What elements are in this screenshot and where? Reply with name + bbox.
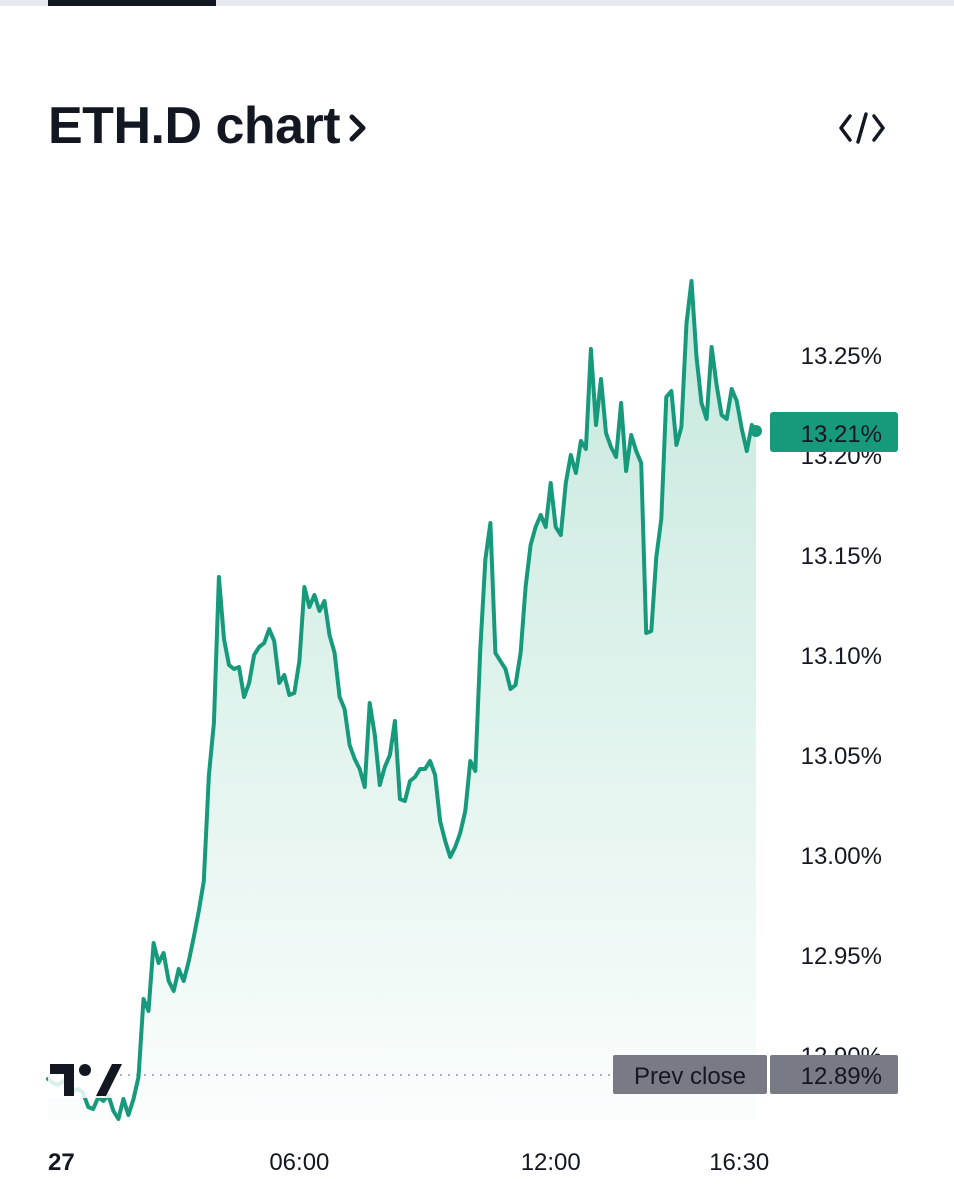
y-tick-label: 13.05% — [801, 743, 882, 770]
series-line — [46, 279, 758, 1121]
tradingview-logo[interactable] — [48, 1058, 122, 1098]
x-tick-label: 12:00 — [521, 1149, 581, 1176]
embed-code-button[interactable] — [836, 104, 888, 152]
x-axis: 27 06:00 12:00 16:30 — [48, 1149, 769, 1176]
price-badge: 13.21% — [770, 412, 898, 452]
y-axis: 12.90%12.95%13.00%13.05%13.10%13.15%13.2… — [801, 343, 882, 1070]
y-tick-label: 13.00% — [801, 843, 882, 870]
prev-close-value: 12.89% — [801, 1063, 882, 1090]
x-tick-label: 16:30 — [709, 1149, 769, 1176]
prev-close-badge: Prev close 12.89% — [613, 1055, 898, 1094]
y-tick-label: 13.15% — [801, 543, 882, 570]
chevron-right-icon — [348, 96, 368, 156]
tab-bar — [0, 0, 954, 6]
chart-title-link[interactable]: ETH.D chart — [48, 96, 368, 156]
prev-close-label: Prev close — [634, 1063, 746, 1090]
last-price-label: 13.21% — [801, 421, 882, 448]
y-tick-label: 13.25% — [801, 343, 882, 370]
x-tick-label: 27 — [48, 1149, 75, 1176]
last-price-point — [750, 425, 762, 437]
x-tick-label: 06:00 — [269, 1149, 329, 1176]
code-embed-icon — [839, 112, 885, 144]
y-tick-label: 13.10% — [801, 643, 882, 670]
active-tab-indicator[interactable] — [48, 0, 216, 6]
chart-title: ETH.D chart — [48, 97, 341, 155]
y-tick-label: 12.95% — [801, 943, 882, 970]
series-area-fill — [48, 281, 756, 1120]
